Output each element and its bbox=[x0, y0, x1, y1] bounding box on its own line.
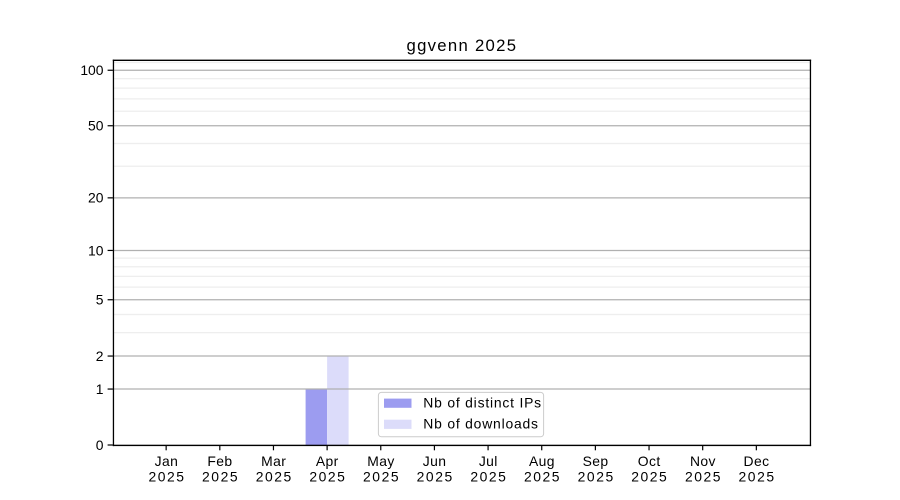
svg-text:1: 1 bbox=[96, 381, 104, 397]
svg-text:0: 0 bbox=[96, 437, 104, 453]
svg-text:Dec: Dec bbox=[744, 453, 770, 469]
svg-text:Mar: Mar bbox=[261, 453, 286, 469]
svg-text:2025: 2025 bbox=[309, 468, 346, 484]
svg-text:20: 20 bbox=[88, 190, 104, 206]
svg-text:2025: 2025 bbox=[148, 468, 185, 484]
svg-text:2025: 2025 bbox=[739, 468, 776, 484]
svg-text:Feb: Feb bbox=[207, 453, 232, 469]
svg-text:May: May bbox=[367, 453, 394, 469]
svg-text:2025: 2025 bbox=[256, 468, 293, 484]
svg-text:Nb of downloads: Nb of downloads bbox=[423, 416, 538, 432]
svg-text:2025: 2025 bbox=[470, 468, 507, 484]
svg-text:2025: 2025 bbox=[524, 468, 561, 484]
svg-text:2025: 2025 bbox=[202, 468, 239, 484]
svg-text:Jul: Jul bbox=[479, 453, 498, 469]
svg-text:Sep: Sep bbox=[583, 453, 609, 469]
svg-text:Oct: Oct bbox=[638, 453, 661, 469]
svg-text:2025: 2025 bbox=[417, 468, 454, 484]
svg-text:2025: 2025 bbox=[363, 468, 400, 484]
svg-text:Jan: Jan bbox=[155, 453, 179, 469]
svg-text:10: 10 bbox=[88, 242, 104, 258]
svg-text:2025: 2025 bbox=[631, 468, 668, 484]
svg-text:Aug: Aug bbox=[529, 453, 555, 469]
svg-text:Nov: Nov bbox=[690, 453, 716, 469]
svg-text:Jun: Jun bbox=[423, 453, 447, 469]
svg-text:Apr: Apr bbox=[316, 453, 339, 469]
svg-text:Nb of distinct IPs: Nb of distinct IPs bbox=[423, 395, 542, 411]
svg-text:100: 100 bbox=[80, 62, 103, 78]
svg-text:2025: 2025 bbox=[578, 468, 615, 484]
svg-text:2025: 2025 bbox=[685, 468, 722, 484]
svg-text:5: 5 bbox=[96, 292, 104, 308]
svg-text:50: 50 bbox=[88, 118, 104, 134]
svg-text:2: 2 bbox=[96, 348, 104, 364]
svg-text:ggvenn 2025: ggvenn 2025 bbox=[406, 36, 517, 55]
